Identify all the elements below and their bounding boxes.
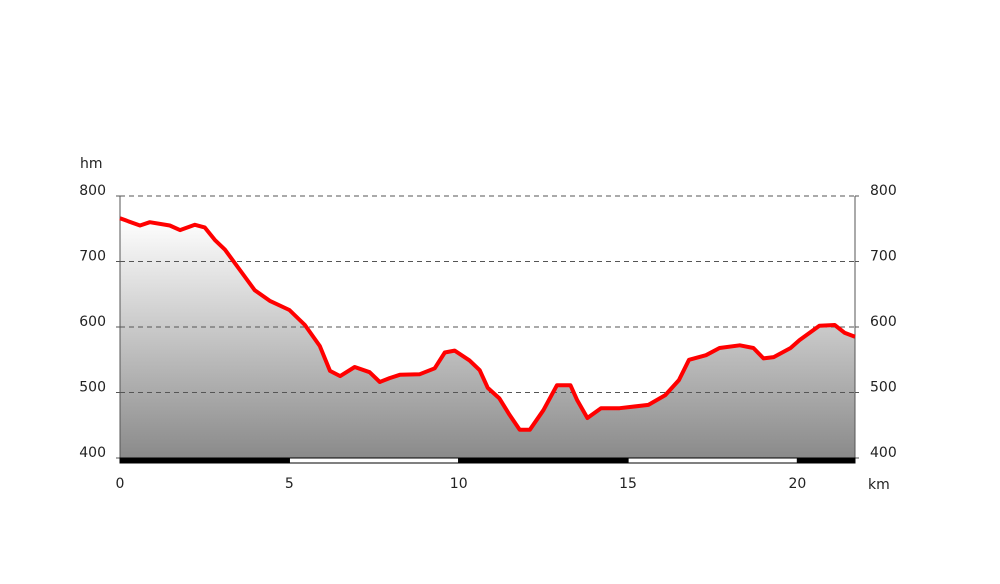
y-tick-label: 800: [79, 183, 106, 199]
x-tick-label: 0: [116, 476, 125, 492]
y-axis-label: hm: [80, 156, 103, 172]
x-tick-label: 5: [285, 476, 294, 492]
scale-segment: [119, 457, 290, 464]
y2-tick-label: 600: [870, 314, 897, 330]
scale-segment: [458, 457, 629, 464]
scale-segment: [627, 457, 798, 464]
x-tick-label: 10: [450, 476, 468, 492]
y-tick-label: 500: [79, 380, 106, 396]
x-tick-label: 20: [789, 476, 807, 492]
y2-tick-label: 800: [870, 183, 897, 199]
elevation-line: [119, 216, 856, 432]
scale-segment: [288, 457, 460, 464]
y-tick-label: 600: [79, 314, 106, 330]
y2-tick-label: 500: [870, 380, 897, 396]
y2-tick-label: 700: [870, 249, 897, 265]
elevation-area: [120, 218, 855, 458]
y-tick-label: 400: [79, 445, 106, 461]
x-tick-label: 15: [619, 476, 637, 492]
y2-tick-label: 400: [870, 445, 897, 461]
scale-segment: [796, 457, 856, 464]
y-tick-label: 700: [79, 249, 106, 265]
x-axis-label: km: [868, 477, 890, 493]
